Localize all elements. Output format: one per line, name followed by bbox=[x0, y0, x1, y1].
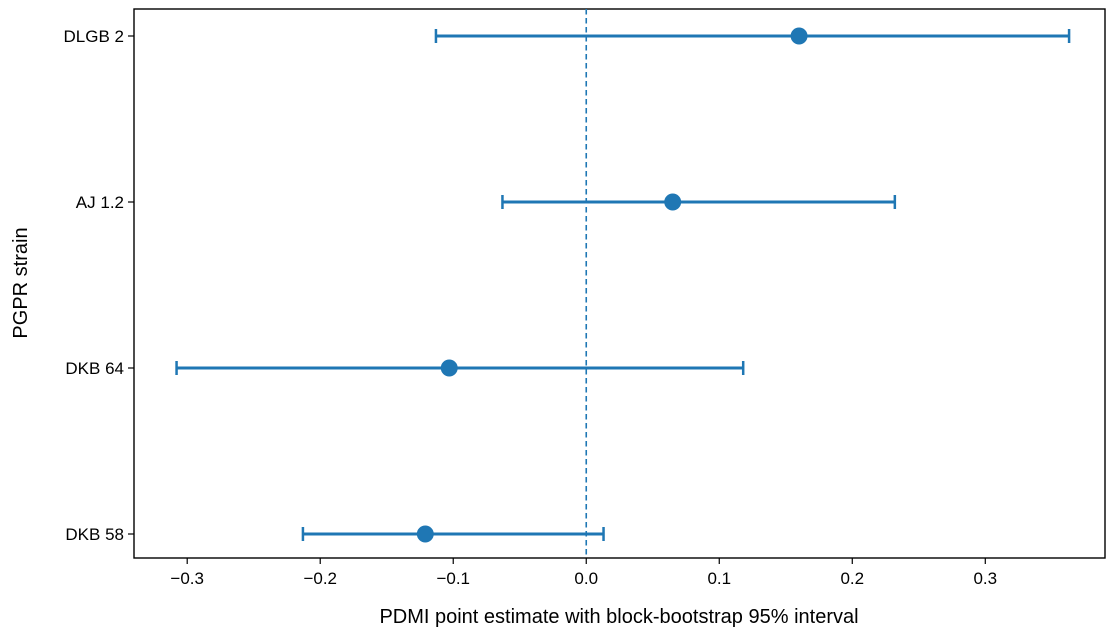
x-tick-label: −0.3 bbox=[170, 569, 204, 588]
plot-area-frame bbox=[133, 8, 1106, 559]
point-estimate-marker bbox=[416, 525, 434, 543]
estimate-row bbox=[301, 525, 605, 543]
y-category-label: DKB 64 bbox=[65, 359, 124, 378]
x-tick-label: 0.0 bbox=[574, 569, 598, 588]
data-marks-layer bbox=[175, 27, 1071, 543]
point-estimate-marker bbox=[790, 27, 808, 45]
x-axis-label: PDMI point estimate with block-bootstrap… bbox=[379, 606, 858, 628]
y-axis: DLGB 2 AJ 1.2 DKB 64 DKB 58 bbox=[64, 27, 134, 544]
x-tick-label: −0.1 bbox=[436, 569, 470, 588]
point-estimate-marker bbox=[440, 359, 458, 377]
estimate-row bbox=[175, 359, 745, 377]
x-tick-label: 0.2 bbox=[840, 569, 864, 588]
x-tick-label: 0.1 bbox=[707, 569, 731, 588]
x-tick-label: 0.3 bbox=[973, 569, 997, 588]
y-category-label: DLGB 2 bbox=[64, 27, 124, 46]
x-tick-label: −0.2 bbox=[303, 569, 337, 588]
y-axis-label: PGPR strain bbox=[10, 227, 32, 338]
y-category-label: AJ 1.2 bbox=[76, 193, 124, 212]
point-estimate-marker bbox=[664, 193, 682, 211]
y-category-label: DKB 58 bbox=[65, 525, 124, 544]
x-axis: −0.3 −0.2 −0.1 0.0 0.1 0.2 0.3 bbox=[170, 558, 997, 588]
estimate-row bbox=[501, 193, 897, 211]
estimate-row bbox=[434, 27, 1071, 45]
